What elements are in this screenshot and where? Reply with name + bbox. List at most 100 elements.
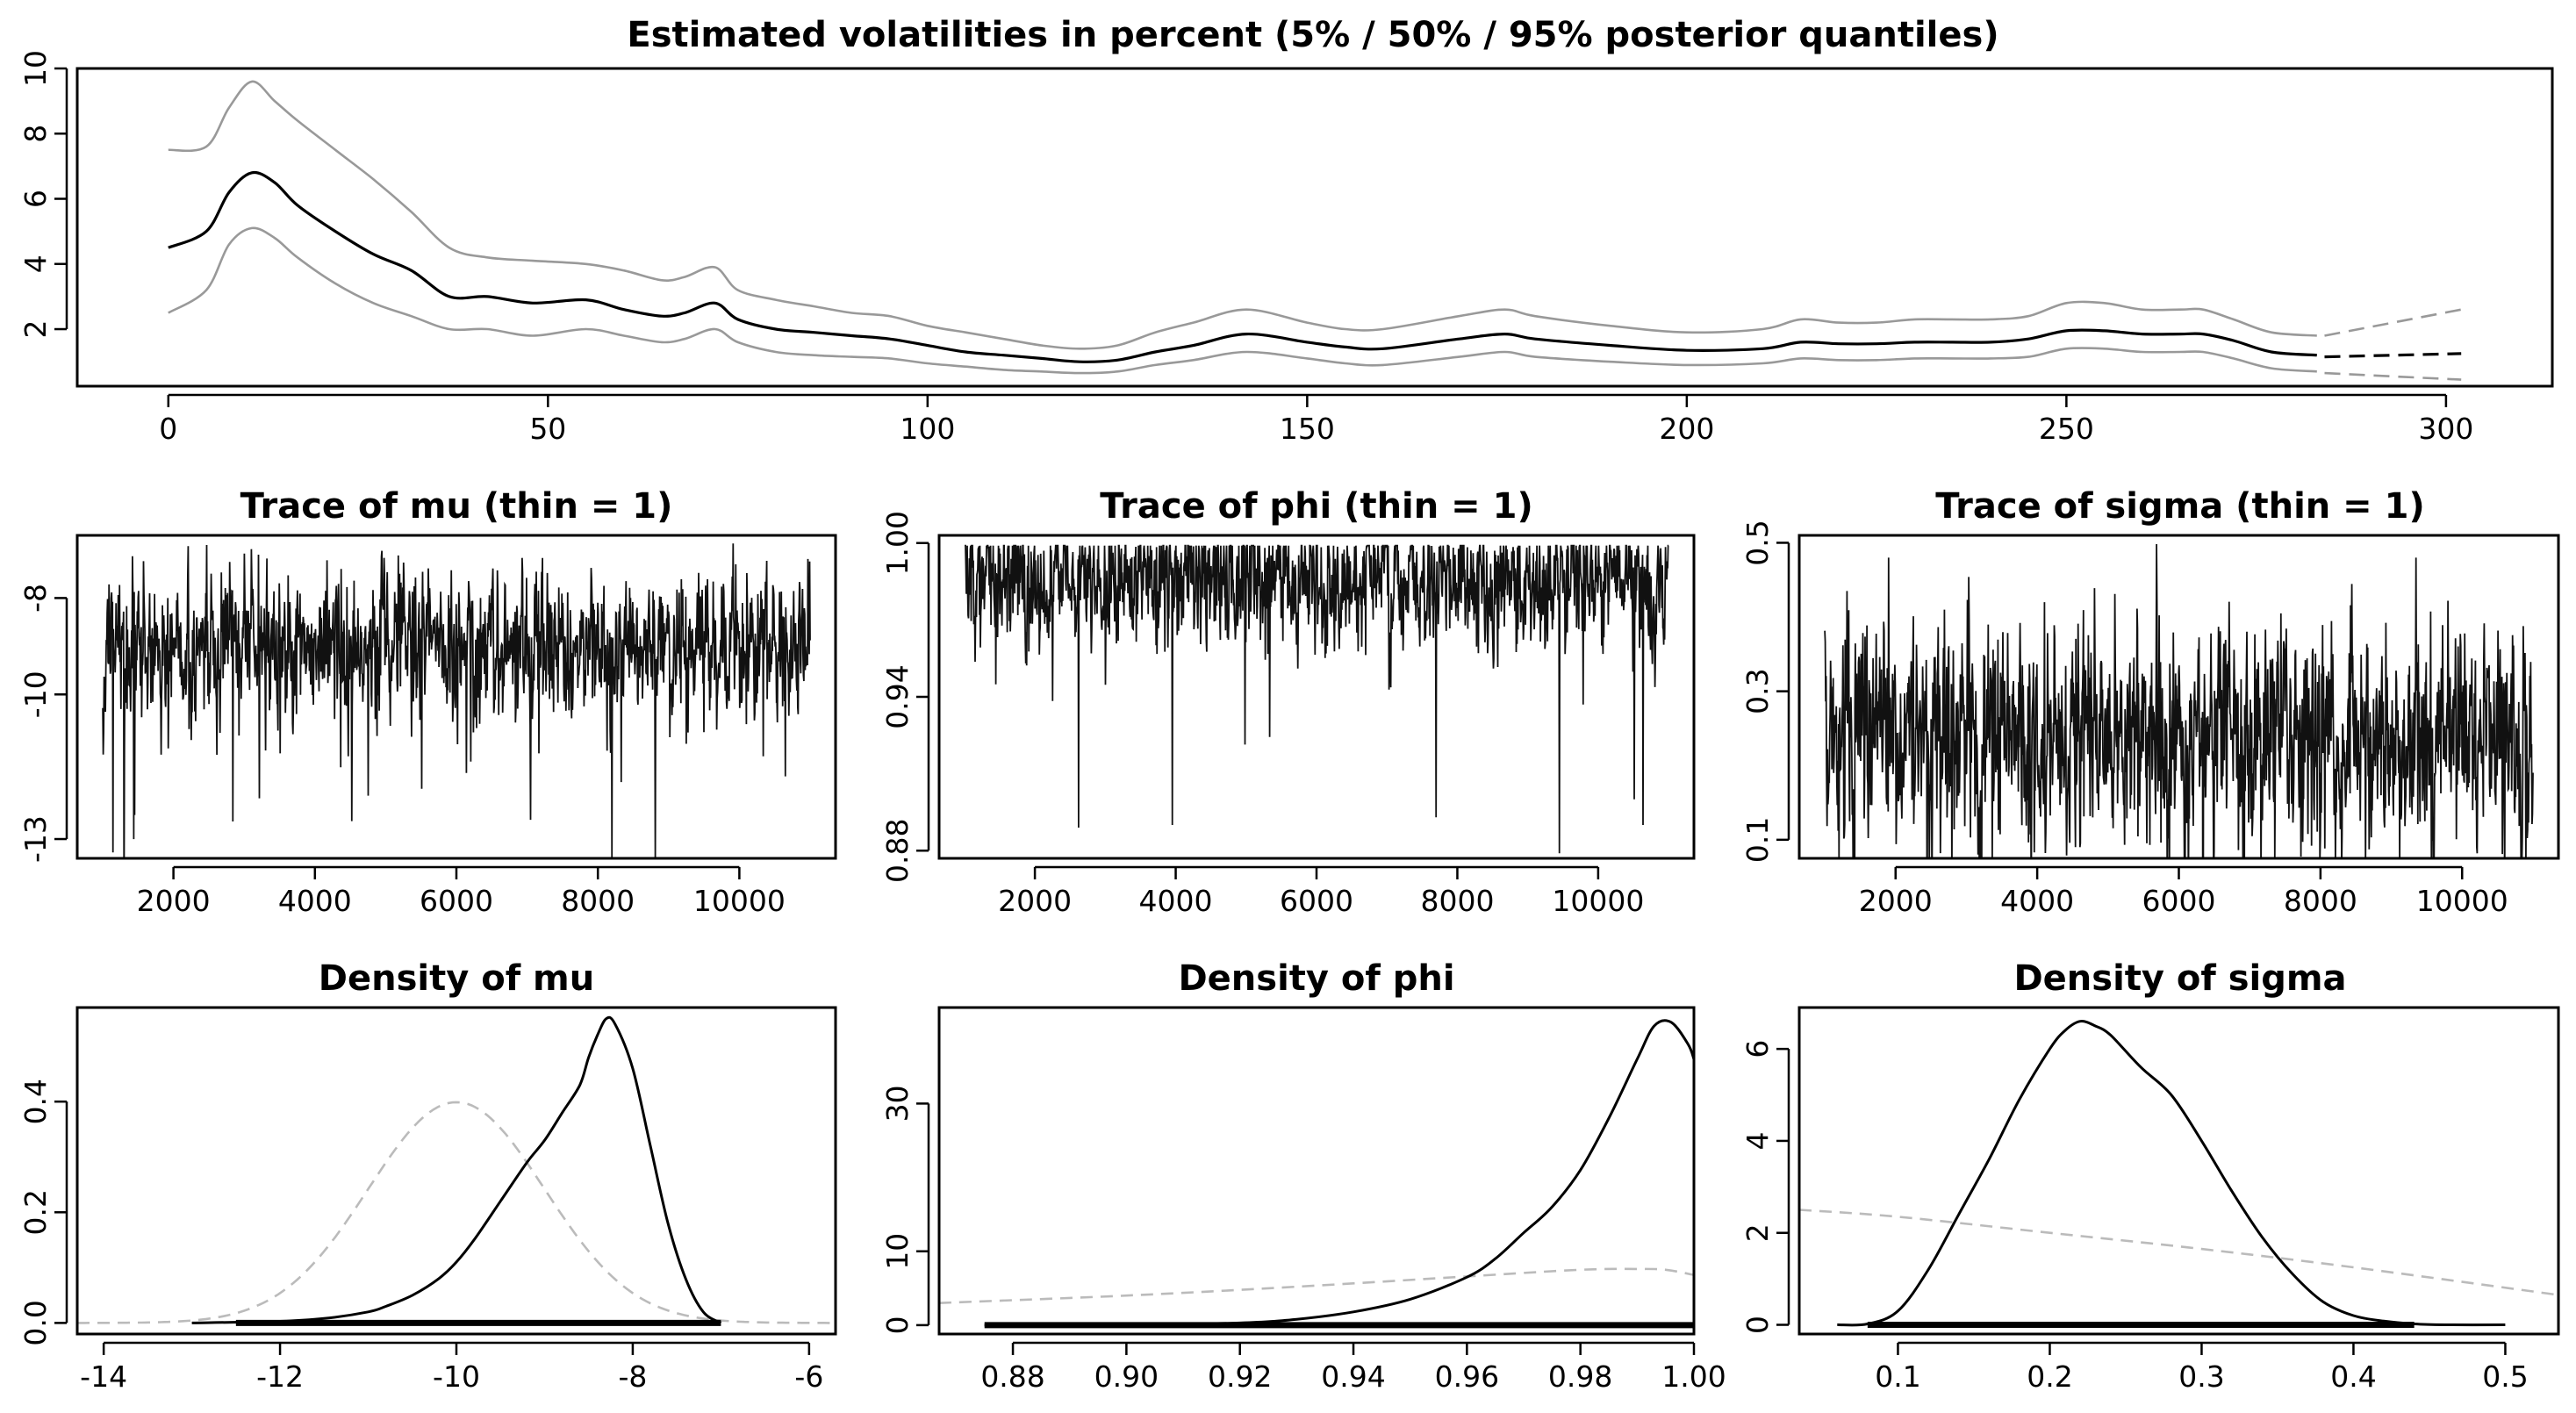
dens_sigma-y-tick-label: 0: [1740, 1316, 1775, 1334]
volatility-median-line: [168, 170, 2317, 363]
dens_mu-y-tick-label: 0.2: [18, 1189, 53, 1235]
volatility-q95-line: [168, 80, 2317, 350]
trace_phi-x-tick-label: 6000: [1280, 884, 1353, 918]
density-phi-panel: Density of phi 0.88 0.90 0.92 0.94 0.96 0.98 1…: [880, 958, 1726, 1394]
dens_sigma-x-tick-label: 0.2: [2027, 1359, 2072, 1394]
trace_mu-trace-line: [102, 543, 811, 858]
trace_mu-y-tick-label: -10: [18, 671, 53, 718]
trace_sigma-y-tick-label: 0.1: [1740, 817, 1775, 863]
volatility-title: Estimated volatilities in percent (5% / …: [627, 15, 1998, 55]
trace_sigma-x-tick-label: 6000: [2142, 884, 2216, 918]
vol-x-tick-label: 100: [900, 412, 955, 446]
dens_mu-x-tick-label: -14: [80, 1359, 127, 1394]
trace_sigma-x-tick-label: 2000: [1859, 884, 1933, 918]
trace_phi-x-tick-label: 2000: [998, 884, 1072, 918]
forecast-q05-line: [2324, 371, 2462, 381]
dens_phi-x-tick-label: 0.98: [1548, 1359, 1612, 1394]
trace_sigma-x-tick-label: 10000: [2416, 884, 2508, 918]
density-mu-panel: Density of mu -14 -12 -10 -8 -6 0.0 0.2 0.4: [18, 958, 837, 1394]
trace_phi-x-tick-label: 10000: [1552, 884, 1644, 918]
dens_phi-x-tick-label: 0.88: [980, 1359, 1044, 1394]
dens_sigma-x-tick-label: 0.4: [2330, 1359, 2376, 1394]
dens_phi-plot-frame: [937, 1006, 1696, 1336]
trace_phi-plot-frame: [937, 534, 1696, 860]
trace_mu-x-tick-label: 2000: [137, 884, 211, 918]
dens_sigma-prior-line: [1799, 1209, 2558, 1296]
trace_sigma-x-tick-label: 4000: [2000, 884, 2074, 918]
trace_phi-y-tick-label: 0.88: [880, 818, 915, 882]
dens_sigma-x-tick-label: 0.3: [2178, 1359, 2224, 1394]
vol-x-tick-label: 150: [1280, 412, 1335, 446]
dens_mu-x-tick-label: -12: [256, 1359, 304, 1394]
trace_phi-x-tick-label: 8000: [1420, 884, 1494, 918]
trace-sigma-title: Trace of sigma (thin = 1): [1935, 486, 2424, 527]
dens_mu-x-tick-label: -10: [433, 1359, 480, 1394]
dens_phi-x-tick-label: 0.96: [1435, 1359, 1499, 1394]
dens_phi-posterior-line: [984, 1019, 1694, 1327]
forecast-q95-line: [2324, 308, 2462, 337]
trace-mu-title: Trace of mu (thin = 1): [240, 486, 673, 527]
dens_mu-posterior-line: [191, 1015, 722, 1324]
volatility-panel: Estimated volatilities in percent (5% / …: [18, 15, 2554, 446]
trace_mu-y-tick-label: -13: [18, 815, 53, 863]
density-sigma-title: Density of sigma: [2013, 958, 2346, 999]
trace_sigma-plot-frame: [1797, 534, 2560, 860]
dens_sigma-y-tick-label: 2: [1740, 1223, 1775, 1242]
dens_mu-y-tick-label: 0.0: [18, 1300, 53, 1345]
dens_phi-y-tick-label: 10: [880, 1233, 915, 1270]
dens_phi-x-tick-label: 0.94: [1321, 1359, 1385, 1394]
dens_mu-x-tick-label: -8: [618, 1359, 647, 1394]
dens_sigma-y-tick-label: 4: [1740, 1131, 1775, 1150]
trace_sigma-y-tick-label: 0.5: [1740, 520, 1775, 565]
dens_phi-x-tick-label: 0.90: [1094, 1359, 1159, 1394]
forecast-median-line: [2324, 352, 2462, 359]
vol-x-tick-label: 50: [529, 412, 566, 446]
trace-phi-panel: Trace of phi (thin = 1) 2000 4000 6000 8000…: [880, 486, 1696, 918]
dens_mu-prior-line: [77, 1101, 836, 1324]
volatility-q05-line: [168, 226, 2317, 375]
trace_mu-x-tick-label: 6000: [420, 884, 493, 918]
dens_sigma-y-tick-label: 6: [1740, 1040, 1775, 1058]
dens_phi-prior-line: [939, 1267, 1694, 1304]
dens_mu-y-tick-label: 0.4: [18, 1079, 53, 1124]
vol-y-tick-label: 2: [18, 320, 53, 339]
vol-y-tick-label: 6: [18, 190, 53, 208]
dens_mu-plot-frame: [75, 1006, 837, 1336]
vol-y-tick-label: 8: [18, 125, 53, 143]
trace_sigma-y-tick-label: 0.3: [1740, 668, 1775, 714]
density-sigma-panel: Density of sigma 0.1 0.2 0.3 0.4 0.5 0 2 4 6: [1740, 958, 2560, 1394]
trace_mu-y-tick-label: -8: [18, 584, 53, 613]
trace_mu-x-tick-label: 4000: [278, 884, 352, 918]
trace_phi-y-tick-label: 1.00: [880, 511, 915, 575]
density-mu-title: Density of mu: [319, 958, 594, 999]
dens_phi-y-tick-label: 30: [880, 1085, 915, 1122]
vol-x-tick-label: 0: [159, 412, 177, 446]
density-phi-title: Density of phi: [1178, 958, 1454, 999]
dens_phi-y-tick-label: 0: [880, 1316, 915, 1334]
vol-plot-frame: [75, 67, 2554, 388]
trace-mu-panel: Trace of mu (thin = 1) 2000 4000 6000 8000 1…: [18, 486, 837, 918]
trace_phi-x-tick-label: 4000: [1139, 884, 1213, 918]
dens_sigma-x-tick-label: 0.5: [2482, 1359, 2528, 1394]
trace_mu-x-tick-label: 10000: [693, 884, 786, 918]
vol-x-tick-label: 200: [1659, 412, 1714, 446]
trace_sigma-x-tick-label: 8000: [2284, 884, 2357, 918]
vol-y-tick-label: 4: [18, 255, 53, 273]
vol-x-tick-label: 250: [2039, 412, 2094, 446]
trace-sigma-panel: Trace of sigma (thin = 1) 2000 4000 6000 80…: [1740, 486, 2560, 918]
trace_mu-x-tick-label: 8000: [561, 884, 635, 918]
dens_mu-x-tick-label: -6: [794, 1359, 823, 1394]
trace_phi-y-tick-label: 0.94: [880, 664, 915, 728]
trace_mu-plot-frame: [75, 534, 837, 860]
trace_phi-trace-line: [965, 544, 1669, 854]
vol-x-tick-label: 300: [2418, 412, 2473, 446]
dens_sigma-plot-frame: [1797, 1006, 2560, 1336]
trace_sigma-trace-line: [1824, 543, 2534, 858]
vol-y-tick-label: 10: [18, 50, 53, 87]
dens_sigma-posterior-line: [1837, 1020, 2506, 1327]
dens_phi-x-tick-label: 0.92: [1208, 1359, 1272, 1394]
trace-phi-title: Trace of phi (thin = 1): [1100, 486, 1532, 527]
dens_sigma-x-tick-label: 0.1: [1875, 1359, 1920, 1394]
dens_phi-x-tick-label: 1.00: [1661, 1359, 1726, 1394]
